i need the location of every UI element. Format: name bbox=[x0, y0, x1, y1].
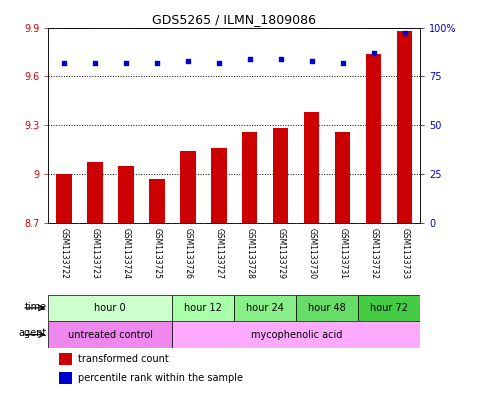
Bar bbox=[273, 129, 288, 223]
Bar bbox=[48, 295, 172, 321]
Bar bbox=[304, 112, 319, 223]
Bar bbox=[59, 353, 72, 365]
Text: hour 24: hour 24 bbox=[246, 303, 284, 313]
Point bbox=[277, 55, 284, 62]
Text: GSM1133728: GSM1133728 bbox=[245, 228, 254, 279]
Text: GSM1133726: GSM1133726 bbox=[183, 228, 192, 279]
Bar bbox=[172, 295, 234, 321]
Text: GSM1133725: GSM1133725 bbox=[152, 228, 161, 279]
Title: GDS5265 / ILMN_1809086: GDS5265 / ILMN_1809086 bbox=[152, 13, 316, 26]
Bar bbox=[242, 132, 257, 223]
Point bbox=[339, 59, 347, 66]
Text: GSM1133722: GSM1133722 bbox=[59, 228, 68, 279]
Bar bbox=[149, 179, 165, 223]
Text: mycophenolic acid: mycophenolic acid bbox=[251, 330, 342, 340]
Point bbox=[308, 57, 315, 64]
Point bbox=[184, 57, 192, 64]
Bar bbox=[335, 132, 351, 223]
Text: hour 48: hour 48 bbox=[308, 303, 346, 313]
Point bbox=[91, 59, 99, 66]
Text: transformed count: transformed count bbox=[78, 354, 169, 364]
Bar bbox=[87, 162, 102, 223]
Text: hour 12: hour 12 bbox=[185, 303, 222, 313]
Point bbox=[60, 59, 68, 66]
Point bbox=[122, 59, 129, 66]
Bar bbox=[118, 166, 133, 223]
Bar bbox=[397, 31, 412, 223]
Point bbox=[401, 30, 409, 37]
Bar bbox=[366, 53, 382, 223]
Bar bbox=[56, 174, 71, 223]
Text: percentile rank within the sample: percentile rank within the sample bbox=[78, 373, 243, 383]
Text: time: time bbox=[24, 301, 46, 312]
Text: GSM1133731: GSM1133731 bbox=[338, 228, 347, 279]
Bar bbox=[358, 295, 420, 321]
Point bbox=[215, 59, 223, 66]
Text: GSM1133723: GSM1133723 bbox=[90, 228, 99, 279]
Text: GSM1133732: GSM1133732 bbox=[369, 228, 378, 279]
Text: GSM1133724: GSM1133724 bbox=[121, 228, 130, 279]
Bar bbox=[48, 321, 172, 348]
Bar bbox=[180, 151, 196, 223]
Bar bbox=[234, 295, 296, 321]
Text: GSM1133733: GSM1133733 bbox=[400, 228, 409, 279]
Text: agent: agent bbox=[18, 328, 46, 338]
Point bbox=[370, 50, 378, 56]
Text: hour 0: hour 0 bbox=[95, 303, 126, 313]
Text: hour 72: hour 72 bbox=[370, 303, 408, 313]
Text: GSM1133727: GSM1133727 bbox=[214, 228, 223, 279]
Point bbox=[246, 55, 254, 62]
Bar bbox=[296, 295, 358, 321]
Bar bbox=[211, 148, 227, 223]
Text: untreated control: untreated control bbox=[68, 330, 153, 340]
Bar bbox=[172, 321, 420, 348]
Point bbox=[153, 59, 161, 66]
Bar bbox=[59, 372, 72, 384]
Text: GSM1133729: GSM1133729 bbox=[276, 228, 285, 279]
Text: GSM1133730: GSM1133730 bbox=[307, 228, 316, 279]
